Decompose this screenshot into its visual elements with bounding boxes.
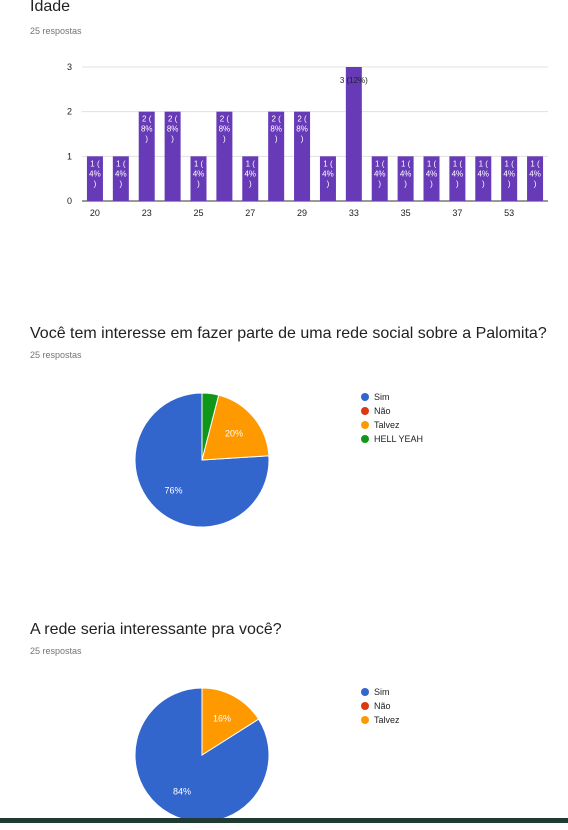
legend-dot-icon bbox=[361, 688, 369, 696]
legend-label: Não bbox=[374, 406, 391, 416]
legend-item: Sim bbox=[361, 685, 400, 699]
data-label: 1 (4%) bbox=[115, 159, 127, 188]
legend-dot-icon bbox=[361, 393, 369, 401]
question-title: A rede seria interessante pra você? bbox=[30, 621, 282, 638]
legend-item: Talvez bbox=[361, 418, 423, 432]
pie-slice bbox=[201, 394, 270, 461]
pie-slice bbox=[134, 392, 270, 528]
data-label: 1 (4%) bbox=[426, 159, 438, 188]
legend-rede: Sim Não Talvez bbox=[361, 685, 400, 727]
bar bbox=[527, 156, 544, 201]
slice-label: 84% bbox=[173, 786, 191, 796]
pie-slice bbox=[201, 687, 260, 756]
legend-dot-icon bbox=[361, 421, 369, 429]
data-label: 2 (8%) bbox=[141, 115, 153, 144]
response-count: 25 respostas bbox=[30, 26, 82, 36]
bar bbox=[345, 67, 362, 201]
bar bbox=[112, 156, 129, 201]
data-label: 1 (4%) bbox=[400, 159, 412, 188]
data-label: 2 (8%) bbox=[270, 115, 282, 144]
data-label: 1 (4%) bbox=[477, 159, 489, 188]
bar bbox=[294, 111, 311, 201]
slice-label: 16% bbox=[213, 714, 231, 724]
pie-chart-rede: 84% 16% bbox=[134, 687, 270, 823]
data-label: 1 (4%) bbox=[244, 159, 256, 188]
legend-label: Não bbox=[374, 701, 391, 711]
legend-label: Talvez bbox=[374, 420, 400, 430]
legend-item: HELL YEAH bbox=[361, 432, 423, 446]
legend-interesse: Sim Não Talvez HELL YEAH bbox=[361, 390, 423, 446]
data-label: 1 (4%) bbox=[529, 159, 541, 188]
y-tick-label: 3 bbox=[67, 62, 72, 72]
bar bbox=[268, 111, 285, 201]
bar bbox=[449, 156, 466, 201]
data-label: 2 (8%) bbox=[167, 115, 179, 144]
bar bbox=[319, 156, 336, 201]
x-tick-label: 53 bbox=[504, 208, 514, 218]
legend-label: Sim bbox=[374, 392, 390, 402]
x-tick-label: 35 bbox=[401, 208, 411, 218]
x-tick-label: 27 bbox=[245, 208, 255, 218]
bar bbox=[138, 111, 155, 201]
y-tick-label: 1 bbox=[67, 151, 72, 161]
x-tick-label: 29 bbox=[297, 208, 307, 218]
bar bbox=[242, 156, 259, 201]
bar bbox=[501, 156, 518, 201]
legend-item: Não bbox=[361, 404, 423, 418]
data-label: 3 (12%) bbox=[340, 76, 368, 85]
legend-label: HELL YEAH bbox=[374, 434, 424, 444]
pie-chart-interesse: 76% 20% bbox=[134, 392, 270, 528]
response-count: 25 respostas bbox=[30, 646, 82, 656]
bar bbox=[423, 156, 440, 201]
bar bbox=[397, 156, 414, 201]
legend-item: Não bbox=[361, 699, 400, 713]
legend-dot-icon bbox=[361, 716, 369, 724]
data-label: 1 (4%) bbox=[503, 159, 515, 188]
y-tick-label: 0 bbox=[67, 196, 72, 206]
data-label: 1 (4%) bbox=[89, 159, 101, 188]
bar bbox=[216, 111, 233, 201]
legend-label: Talvez bbox=[374, 715, 400, 725]
question-interesse: Você tem interesse em fazer parte de uma… bbox=[0, 320, 568, 580]
legend-dot-icon bbox=[361, 407, 369, 415]
legend-dot-icon bbox=[361, 702, 369, 710]
pie-slice bbox=[201, 392, 220, 461]
response-count: 25 respostas bbox=[30, 350, 82, 360]
data-label: 2 (8%) bbox=[296, 115, 308, 144]
slice-label: 76% bbox=[165, 485, 183, 495]
bar bbox=[475, 156, 492, 201]
legend-label: Sim bbox=[374, 687, 390, 697]
x-tick-label: 25 bbox=[193, 208, 203, 218]
question-title: Você tem interesse em fazer parte de uma… bbox=[30, 325, 547, 342]
y-tick-label: 2 bbox=[67, 107, 72, 117]
x-tick-label: 20 bbox=[90, 208, 100, 218]
question-rede-interessante: A rede seria interessante pra você? 25 r… bbox=[0, 615, 568, 825]
bottom-bar bbox=[0, 818, 568, 823]
legend-item: Sim bbox=[361, 390, 423, 404]
bar bbox=[190, 156, 207, 201]
data-label: 2 (8%) bbox=[219, 115, 231, 144]
data-label: 1 (4%) bbox=[452, 159, 464, 188]
data-label: 1 (4%) bbox=[374, 159, 386, 188]
x-tick-label: 23 bbox=[142, 208, 152, 218]
bar bbox=[371, 156, 388, 201]
slice-label: 20% bbox=[225, 429, 243, 439]
legend-item: Talvez bbox=[361, 713, 400, 727]
data-label: 1 (4%) bbox=[322, 159, 334, 188]
x-tick-label: 33 bbox=[349, 208, 359, 218]
legend-dot-icon bbox=[361, 435, 369, 443]
data-label: 1 (4%) bbox=[193, 159, 205, 188]
question-title: Idade bbox=[30, 0, 71, 15]
bar bbox=[86, 156, 103, 201]
bar bbox=[164, 111, 181, 201]
x-tick-label: 37 bbox=[452, 208, 462, 218]
